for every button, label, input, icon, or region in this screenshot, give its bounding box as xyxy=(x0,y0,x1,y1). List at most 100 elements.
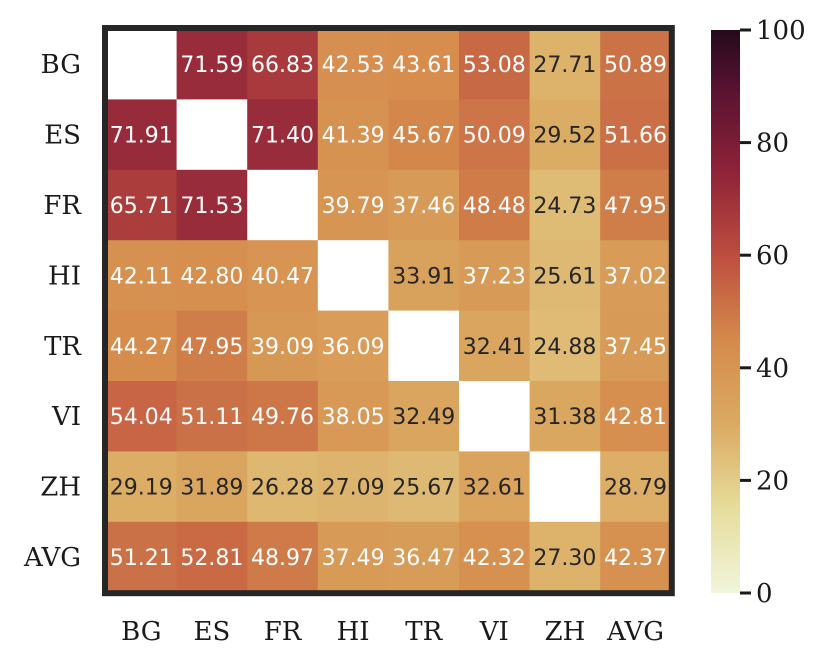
heatmap-cell-fr-bg xyxy=(106,169,178,241)
heatmap-cell-es-tr xyxy=(388,99,460,171)
cell-value-label: 27.09 xyxy=(322,476,385,501)
cell-value-label: 28.79 xyxy=(604,476,667,501)
heatmap-cell-zh-bg xyxy=(106,451,178,523)
heatmap-cell-tr-es xyxy=(176,310,248,382)
column-label-fr: FR xyxy=(264,617,303,647)
cell-value-label: 71.91 xyxy=(110,124,173,149)
heatmap-cell-zh-hi xyxy=(317,451,389,523)
row-label-es: ES xyxy=(44,121,81,151)
heatmap-cell-fr-avg xyxy=(600,169,672,241)
column-label-avg: AVG xyxy=(606,617,664,647)
column-label-tr: TR xyxy=(405,617,443,647)
heatmap-cell-fr-fr xyxy=(247,169,319,241)
cell-value-label: 27.30 xyxy=(533,546,596,571)
heatmap-cell-es-es xyxy=(176,99,248,171)
column-label-vi: VI xyxy=(479,617,509,647)
cell-value-label: 51.11 xyxy=(180,405,243,430)
cell-value-label: 45.67 xyxy=(392,124,455,149)
heatmap-cell-avg-es xyxy=(176,521,248,593)
heatmap-cell-bg-tr xyxy=(388,29,460,100)
cell-value-label: 44.27 xyxy=(110,335,173,360)
cell-value-label: 37.02 xyxy=(604,264,667,289)
column-label-hi: HI xyxy=(337,617,370,647)
cell-value-label: 40.47 xyxy=(251,264,314,289)
cell-value-label: 38.05 xyxy=(322,405,385,430)
heatmap-cell-hi-hi xyxy=(317,240,389,312)
heatmap-cell-vi-avg xyxy=(600,381,672,452)
colorbar-tick-label: 20 xyxy=(756,466,789,496)
cell-value-label: 32.41 xyxy=(463,335,526,360)
heatmap-cell-zh-fr xyxy=(247,451,319,523)
colorbar-tick-label: 40 xyxy=(756,354,789,384)
colorbar-tick-label: 100 xyxy=(756,16,806,46)
cell-value-label: 66.83 xyxy=(251,53,314,78)
colorbar-tick-label: 80 xyxy=(756,129,789,159)
cell-value-label: 42.37 xyxy=(604,546,667,571)
heatmap-cell-tr-avg xyxy=(600,310,672,382)
heatmap-cell-vi-vi xyxy=(459,381,531,452)
heatmap-cell-avg-bg xyxy=(106,521,178,593)
heatmap-cell-zh-tr xyxy=(388,451,460,523)
cell-value-label: 50.09 xyxy=(463,124,526,149)
cell-value-label: 51.21 xyxy=(110,546,173,571)
cell-value-label: 27.71 xyxy=(533,53,596,78)
cell-value-label: 37.45 xyxy=(604,335,667,360)
heatmap-cell-zh-vi xyxy=(459,451,531,523)
cell-value-label: 52.81 xyxy=(180,546,243,571)
row-label-zh: ZH xyxy=(40,473,81,503)
colorbar-tick-label: 60 xyxy=(756,241,789,271)
heatmap-cell-vi-bg xyxy=(106,381,178,452)
colorbar: 0 20 40 60 80 100 xyxy=(711,16,806,609)
heatmap-cell-tr-vi xyxy=(459,310,531,382)
cell-value-label: 42.81 xyxy=(604,405,667,430)
heatmap-cell-fr-vi xyxy=(459,169,531,241)
row-label-hi: HI xyxy=(48,261,81,291)
cell-value-label: 37.46 xyxy=(392,194,455,219)
cell-value-label: 65.71 xyxy=(110,194,173,219)
cell-value-label: 39.79 xyxy=(322,194,385,219)
heatmap-cell-bg-bg xyxy=(106,29,178,100)
heatmap-cell-tr-tr xyxy=(388,310,460,382)
column-label-bg: BG xyxy=(121,617,161,647)
heatmap-cell-bg-es xyxy=(176,29,248,100)
heatmap-border xyxy=(102,25,675,597)
cell-value-label: 36.47 xyxy=(392,546,455,571)
row-label-avg: AVG xyxy=(23,543,81,573)
cell-value-label: 26.28 xyxy=(251,476,314,501)
cell-value-label: 37.49 xyxy=(322,546,385,571)
heatmap-cell-avg-avg xyxy=(600,521,672,593)
heatmap-cell-bg-vi xyxy=(459,29,531,100)
heatmap-cell-fr-es xyxy=(176,169,248,241)
colorbar-gradient xyxy=(711,30,740,593)
cell-value-label: 32.49 xyxy=(392,405,455,430)
heatmap-cell-avg-tr xyxy=(388,521,460,593)
cell-value-label: 47.95 xyxy=(180,335,243,360)
heatmap-cell-es-zh xyxy=(529,99,601,171)
cell-value-label: 71.53 xyxy=(180,194,243,219)
heatmap-cell-avg-hi xyxy=(317,521,389,593)
heatmap-cell-avg-zh xyxy=(529,521,601,593)
cell-value-label: 36.09 xyxy=(322,335,385,360)
heatmap-cell-bg-fr xyxy=(247,29,319,100)
cell-value-label: 33.91 xyxy=(392,264,455,289)
cell-value-label: 48.48 xyxy=(463,194,526,219)
cell-value-label: 31.38 xyxy=(533,405,596,430)
heatmap-cell-zh-zh xyxy=(529,451,601,523)
cell-value-label: 50.89 xyxy=(604,53,667,78)
heatmap-cell-tr-bg xyxy=(106,310,178,382)
cell-value-label: 25.61 xyxy=(533,264,596,289)
row-labels: BG ES FR HI TR VI ZH AVG xyxy=(23,50,82,573)
cell-value-label: 29.19 xyxy=(110,476,173,501)
heatmap-cell-bg-zh xyxy=(529,29,601,100)
cell-value-label: 32.61 xyxy=(463,476,526,501)
heatmap-cells: 71.59 66.83 42.53 43.61 53.08 27.71 50.89 71.91… xyxy=(106,29,672,593)
cell-value-label: 51.66 xyxy=(604,124,667,149)
heatmap-cell-zh-es xyxy=(176,451,248,523)
heatmap-cell-hi-tr xyxy=(388,240,460,312)
heatmap-cell-tr-zh xyxy=(529,310,601,382)
heatmap-cell-hi-es xyxy=(176,240,248,312)
heatmap-cell-avg-vi xyxy=(459,521,531,593)
cell-value-label: 29.52 xyxy=(533,124,596,149)
heatmap-cell-vi-zh xyxy=(529,381,601,452)
